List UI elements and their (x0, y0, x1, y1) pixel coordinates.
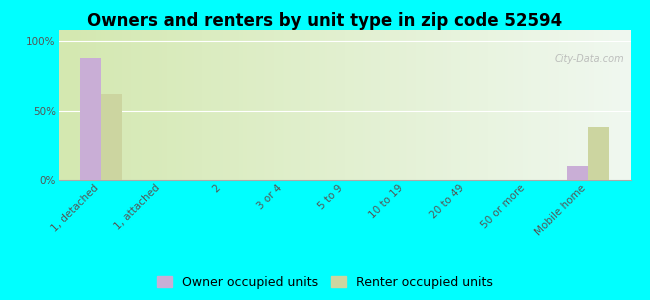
Text: City-Data.com: City-Data.com (554, 54, 624, 64)
Bar (588, 127, 609, 180)
Text: Owners and renters by unit type in zip code 52594: Owners and renters by unit type in zip c… (87, 12, 563, 30)
Bar (567, 166, 588, 180)
Bar (101, 94, 122, 180)
Bar (80, 58, 101, 180)
Legend: Owner occupied units, Renter occupied units: Owner occupied units, Renter occupied un… (152, 271, 498, 294)
